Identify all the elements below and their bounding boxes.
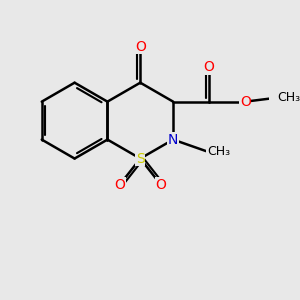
Text: O: O [204, 60, 214, 74]
Text: N: N [168, 133, 178, 147]
Text: CH₃: CH₃ [278, 91, 300, 104]
Text: O: O [135, 40, 146, 54]
Text: S: S [136, 152, 145, 166]
Text: O: O [156, 178, 167, 192]
Text: O: O [240, 95, 250, 109]
Text: CH₃: CH₃ [207, 145, 230, 158]
Text: O: O [114, 178, 125, 192]
